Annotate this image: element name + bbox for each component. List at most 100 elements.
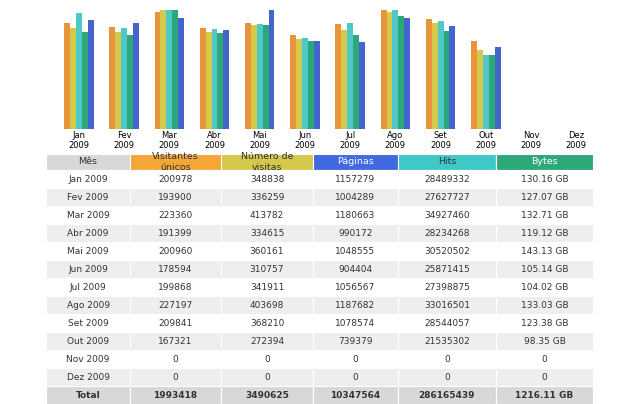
Bar	[130, 224, 221, 242]
Bar	[496, 242, 593, 260]
Bar	[496, 368, 593, 386]
Text: 0: 0	[264, 372, 270, 381]
Bar	[398, 260, 496, 278]
Bar	[218, 32, 223, 129]
Text: 178594: 178594	[158, 265, 193, 274]
Text: 143.13 GB: 143.13 GB	[521, 247, 568, 256]
Text: 105.14 GB: 105.14 GB	[521, 265, 568, 274]
Bar	[46, 314, 130, 332]
Bar	[313, 386, 398, 404]
Bar	[398, 224, 496, 242]
Text: 193900: 193900	[158, 193, 193, 202]
Bar	[130, 170, 221, 188]
Bar	[313, 154, 398, 170]
Bar	[130, 332, 221, 350]
Bar	[221, 188, 313, 206]
Bar	[341, 30, 347, 129]
Bar	[154, 12, 161, 129]
Text: Jun 2009: Jun 2009	[68, 265, 108, 274]
Text: 0: 0	[444, 355, 450, 364]
Text: 990172: 990172	[338, 229, 373, 238]
Text: 33016501: 33016501	[424, 301, 470, 309]
Text: 1187682: 1187682	[336, 301, 375, 309]
Bar	[221, 206, 313, 224]
Bar	[398, 350, 496, 368]
Bar	[444, 32, 449, 129]
Bar	[221, 224, 313, 242]
Text: 132.71 GB: 132.71 GB	[521, 210, 568, 220]
Text: Visitantes
únicos: Visitantes únicos	[152, 152, 199, 172]
Bar	[223, 29, 229, 129]
Bar	[496, 332, 593, 350]
Bar	[46, 242, 130, 260]
Bar	[130, 242, 221, 260]
Bar	[221, 350, 313, 368]
Text: 227197: 227197	[158, 301, 193, 309]
Bar	[46, 350, 130, 368]
Text: 119.12 GB: 119.12 GB	[521, 229, 568, 238]
Text: 34927460: 34927460	[424, 210, 470, 220]
Bar	[496, 154, 593, 170]
Bar	[130, 350, 221, 368]
Bar	[161, 10, 166, 129]
Bar	[313, 368, 398, 386]
Bar	[386, 13, 392, 129]
Bar	[221, 332, 313, 350]
Text: 0: 0	[264, 355, 270, 364]
Bar	[359, 42, 365, 129]
Bar	[496, 350, 593, 368]
Bar	[221, 278, 313, 296]
Text: 123.38 GB: 123.38 GB	[521, 319, 568, 328]
Bar	[496, 278, 593, 296]
Bar	[200, 28, 206, 129]
Bar	[130, 278, 221, 296]
Text: 348838: 348838	[250, 175, 284, 184]
Bar	[46, 206, 130, 224]
Text: 360161: 360161	[250, 247, 284, 256]
Bar	[398, 314, 496, 332]
Text: 904404: 904404	[338, 265, 373, 274]
Bar	[221, 154, 313, 170]
Text: 0: 0	[352, 372, 358, 381]
Text: Fev 2009: Fev 2009	[67, 193, 109, 202]
Text: 130.16 GB: 130.16 GB	[520, 175, 569, 184]
Bar	[221, 170, 313, 188]
Bar	[76, 13, 82, 129]
Bar	[130, 260, 221, 278]
Bar	[313, 224, 398, 242]
Bar	[46, 188, 130, 206]
Bar	[46, 154, 130, 170]
Text: 739379: 739379	[338, 337, 373, 345]
Text: 21535302: 21535302	[424, 337, 470, 345]
Text: 27627727: 27627727	[424, 193, 470, 202]
Bar	[82, 32, 88, 129]
Text: Nov 2009: Nov 2009	[66, 355, 110, 364]
Bar	[263, 25, 269, 129]
Bar	[206, 32, 211, 129]
Bar	[496, 260, 593, 278]
Bar	[130, 386, 221, 404]
Bar	[398, 332, 496, 350]
Text: 200978: 200978	[158, 175, 193, 184]
Bar	[404, 18, 410, 129]
Bar	[398, 296, 496, 314]
Bar	[46, 332, 130, 350]
Text: Set 2009: Set 2009	[68, 319, 108, 328]
Text: 334615: 334615	[250, 229, 284, 238]
Text: Mar 2009: Mar 2009	[67, 210, 109, 220]
Bar	[290, 35, 296, 129]
Bar	[221, 296, 313, 314]
Bar	[130, 154, 221, 170]
Text: 286165439: 286165439	[418, 391, 475, 400]
Bar	[336, 24, 341, 129]
Text: 104.02 GB: 104.02 GB	[521, 283, 568, 292]
Text: 368210: 368210	[250, 319, 284, 328]
Text: 27398875: 27398875	[424, 283, 470, 292]
Text: 0: 0	[444, 372, 450, 381]
Bar	[172, 10, 178, 129]
Text: 341911: 341911	[250, 283, 284, 292]
Text: 1048555: 1048555	[336, 247, 375, 256]
Bar	[353, 36, 359, 129]
Bar	[449, 26, 455, 129]
Bar	[130, 368, 221, 386]
